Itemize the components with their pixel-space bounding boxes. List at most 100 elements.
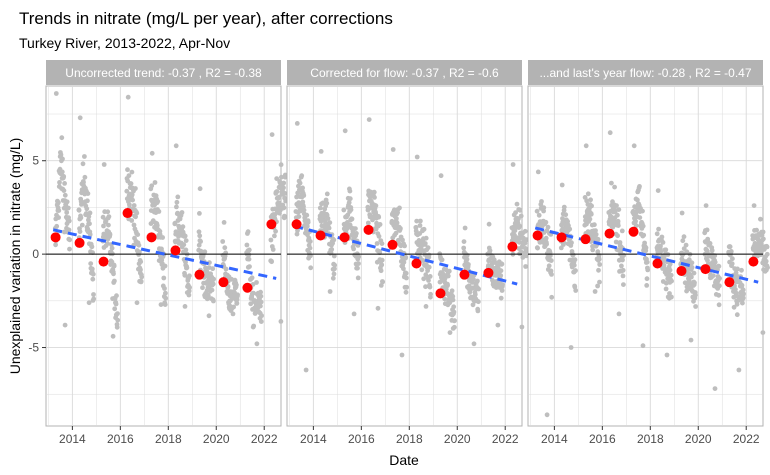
observation-point [325,216,331,221]
observation-point [593,228,598,234]
annual-mean-point [98,256,109,267]
y-tick-label: -5 [28,341,39,355]
observation-point [332,262,338,268]
observation-point [258,289,263,295]
observation-point [631,143,637,149]
observation-point [101,162,107,167]
observation-point [426,278,431,283]
observation-point [517,223,522,229]
annual-mean-point [556,232,567,243]
observation-point [445,283,450,288]
observation-point [281,180,287,186]
observation-point [67,246,72,252]
observation-point [180,224,186,230]
annual-mean-point [604,228,615,239]
observation-point [660,240,666,245]
observation-point [60,156,65,162]
x-tick-label: 2022 [251,432,278,446]
observation-point [106,222,111,228]
observation-point [184,265,190,271]
observation-point [740,287,746,293]
observation-point [765,265,770,270]
annual-mean-point [339,232,350,243]
facet-strip [46,60,281,85]
observation-point [404,275,409,281]
observation-point [607,130,613,136]
y-tick-label: 5 [32,154,39,168]
observation-point [307,245,313,251]
observation-point [590,247,596,253]
facet-panel: Corrected for flow: -0.37 , R2 = -0.6 201… [286,60,529,446]
observation-point [498,295,504,301]
observation-point [326,225,332,231]
observation-point [87,210,93,216]
observation-point [281,185,286,191]
observation-point [356,261,361,266]
observation-point [297,180,303,186]
observation-point [761,236,766,242]
observation-point [251,323,257,329]
observation-point [487,248,493,254]
observation-point [470,276,476,282]
observation-point [197,233,203,239]
observation-point [124,188,130,194]
observation-point [81,180,86,185]
annual-mean-point [411,258,422,269]
observation-point [162,263,168,269]
observation-point [80,161,86,167]
observation-point [245,229,251,235]
observation-point [717,283,722,289]
observation-point [689,274,694,280]
observation-point [740,300,745,306]
observation-point [619,263,624,269]
observation-point [712,259,718,265]
observation-point [182,272,188,278]
observation-point [414,154,420,160]
observation-point [462,225,468,231]
observation-point [395,237,401,243]
observation-point [404,284,410,290]
observation-point [661,263,667,268]
observation-point [592,289,598,294]
observation-point [548,258,554,263]
observation-point [764,251,770,257]
annual-mean-point [724,277,735,288]
observation-point [221,220,227,225]
observation-point [375,305,381,311]
annual-mean-point [652,258,663,269]
observation-point [403,270,409,276]
observation-point [64,210,70,215]
observation-point [616,207,622,213]
observation-point [667,261,673,267]
observation-point [331,237,337,243]
observation-point [373,203,379,209]
observation-point [621,282,626,287]
x-tick-label: 2018 [155,432,182,446]
observation-point [90,276,96,282]
observation-point [282,213,287,219]
observation-point [681,234,687,240]
observation-point [570,252,576,258]
observation-point [129,192,135,198]
facet-strip-label: ...and last's year flow: -0.28 , R2 = -0… [539,66,751,80]
observation-point [615,233,620,239]
observation-point [614,203,619,209]
observation-point [372,195,377,200]
observation-point [133,186,138,191]
observation-point [617,240,623,245]
observation-point [655,188,661,194]
observation-point [423,284,428,290]
observation-point [544,412,550,418]
annual-mean-point [483,267,494,278]
observation-point [301,193,307,198]
observation-point [57,180,62,185]
observation-point [230,311,236,317]
observation-point [353,226,358,232]
observation-point [351,246,356,252]
observation-point [330,275,336,281]
observation-point [440,271,446,277]
observation-point [174,204,179,210]
facet-strip [528,60,763,85]
observation-point [548,268,554,274]
observation-point [595,236,601,242]
